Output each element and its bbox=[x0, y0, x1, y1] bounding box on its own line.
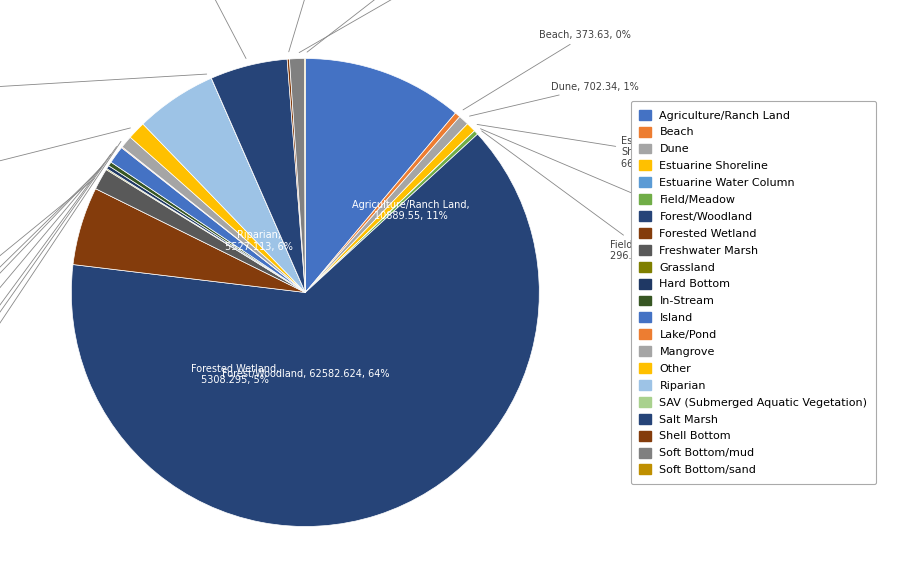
Text: Field/Meadow,
296.14, 0%: Field/Meadow, 296.14, 0% bbox=[481, 131, 679, 261]
Wedge shape bbox=[71, 134, 540, 526]
Text: Soft
Bottom/sand,
60.715, 0%: Soft Bottom/sand, 60.715, 0% bbox=[307, 0, 444, 52]
Text: Forest/Woodland, 62582.624, 64%: Forest/Woodland, 62582.624, 64% bbox=[222, 369, 389, 380]
Wedge shape bbox=[287, 59, 305, 292]
Wedge shape bbox=[95, 170, 305, 292]
Wedge shape bbox=[211, 59, 305, 292]
Wedge shape bbox=[106, 168, 305, 292]
Text: Lake/Pond, 63.83, 0%: Lake/Pond, 63.83, 0% bbox=[0, 147, 117, 473]
Wedge shape bbox=[305, 124, 474, 292]
Wedge shape bbox=[305, 116, 468, 292]
Text: Beach, 373.63, 0%: Beach, 373.63, 0% bbox=[463, 30, 631, 110]
Text: In-Stream, 287.36, 0%: In-Stream, 287.36, 0% bbox=[0, 163, 104, 426]
Text: Island, 1196.7, 1%: Island, 1196.7, 1% bbox=[0, 154, 110, 450]
Wedge shape bbox=[122, 137, 305, 292]
Wedge shape bbox=[305, 131, 478, 292]
Text: Agriculture/Ranch Land,
10889.55, 11%: Agriculture/Ranch Land, 10889.55, 11% bbox=[352, 200, 470, 221]
Text: Estuarine
Shoreline,
666.504, 1%: Estuarine Shoreline, 666.504, 1% bbox=[477, 125, 682, 168]
Text: Riparian,
5527.113, 6%: Riparian, 5527.113, 6% bbox=[224, 230, 293, 252]
Wedge shape bbox=[289, 58, 305, 292]
Text: Dune, 702.34, 1%: Dune, 702.34, 1% bbox=[470, 81, 638, 116]
Wedge shape bbox=[109, 162, 305, 292]
Wedge shape bbox=[304, 58, 305, 292]
Wedge shape bbox=[305, 58, 455, 292]
Legend: Agriculture/Ranch Land, Beach, Dune, Estuarine Shoreline, Estuarine Water Column: Agriculture/Ranch Land, Beach, Dune, Est… bbox=[630, 101, 876, 484]
Text: Estuarine Water
Column, 0.2, 0%: Estuarine Water Column, 0.2, 0% bbox=[480, 129, 713, 221]
Text: Other, 1224.06, 1%: Other, 1224.06, 1% bbox=[0, 128, 130, 192]
Text: Mangrove, 840.92, 1%: Mangrove, 840.92, 1% bbox=[0, 142, 121, 497]
Text: Hard Bottom, 231.42, 0%: Hard Bottom, 231.42, 0% bbox=[0, 167, 101, 403]
Wedge shape bbox=[143, 78, 305, 292]
Text: Salt Marsh, 5240.138, 5%: Salt Marsh, 5240.138, 5% bbox=[126, 0, 251, 58]
Text: Forested Wetland,
5308.295, 5%: Forested Wetland, 5308.295, 5% bbox=[191, 364, 279, 385]
Text: Shell Bottom,
154.13, 0%: Shell Bottom, 154.13, 0% bbox=[289, 0, 362, 52]
Text: Freshwater Marsh,
1460.55, 1%: Freshwater Marsh, 1460.55, 1% bbox=[0, 178, 94, 350]
Text: Grassland, 74.75, 0%: Grassland, 74.75, 0% bbox=[0, 168, 101, 380]
Wedge shape bbox=[305, 131, 474, 292]
Wedge shape bbox=[305, 113, 460, 292]
Wedge shape bbox=[130, 124, 305, 292]
Wedge shape bbox=[211, 78, 305, 292]
Text: SAV (Submerged Aquatic
Vegetation), 4.26, 0%: SAV (Submerged Aquatic Vegetation), 4.26… bbox=[0, 74, 207, 104]
Wedge shape bbox=[121, 147, 305, 292]
Wedge shape bbox=[73, 189, 305, 292]
Text: Soft Bottom/mud, 1000.339, 1%: Soft Bottom/mud, 1000.339, 1% bbox=[299, 0, 559, 53]
Wedge shape bbox=[111, 147, 305, 292]
Wedge shape bbox=[107, 166, 305, 292]
